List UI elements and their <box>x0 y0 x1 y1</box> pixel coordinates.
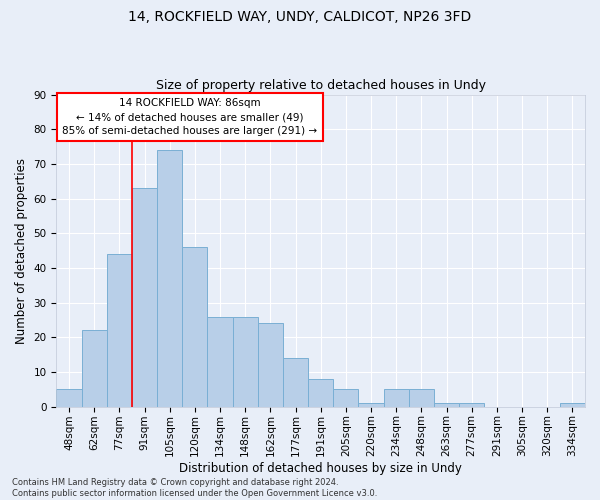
Y-axis label: Number of detached properties: Number of detached properties <box>15 158 28 344</box>
Bar <box>358 403 383 406</box>
Text: Contains HM Land Registry data © Crown copyright and database right 2024.
Contai: Contains HM Land Registry data © Crown c… <box>12 478 377 498</box>
Bar <box>308 379 333 406</box>
Bar <box>459 403 484 406</box>
Text: 14 ROCKFIELD WAY: 86sqm
← 14% of detached houses are smaller (49)
85% of semi-de: 14 ROCKFIELD WAY: 86sqm ← 14% of detache… <box>62 98 317 136</box>
Bar <box>258 324 283 406</box>
Title: Size of property relative to detached houses in Undy: Size of property relative to detached ho… <box>156 79 486 92</box>
Bar <box>157 150 182 406</box>
Bar <box>82 330 107 406</box>
Bar <box>283 358 308 406</box>
Bar <box>208 316 233 406</box>
Bar <box>107 254 132 406</box>
Bar <box>233 316 258 406</box>
Bar <box>409 390 434 406</box>
Bar <box>333 390 358 406</box>
Bar <box>560 403 585 406</box>
X-axis label: Distribution of detached houses by size in Undy: Distribution of detached houses by size … <box>179 462 462 475</box>
Bar <box>434 403 459 406</box>
Bar <box>182 247 208 406</box>
Bar <box>383 390 409 406</box>
Bar <box>56 390 82 406</box>
Bar <box>132 188 157 406</box>
Text: 14, ROCKFIELD WAY, UNDY, CALDICOT, NP26 3FD: 14, ROCKFIELD WAY, UNDY, CALDICOT, NP26 … <box>128 10 472 24</box>
